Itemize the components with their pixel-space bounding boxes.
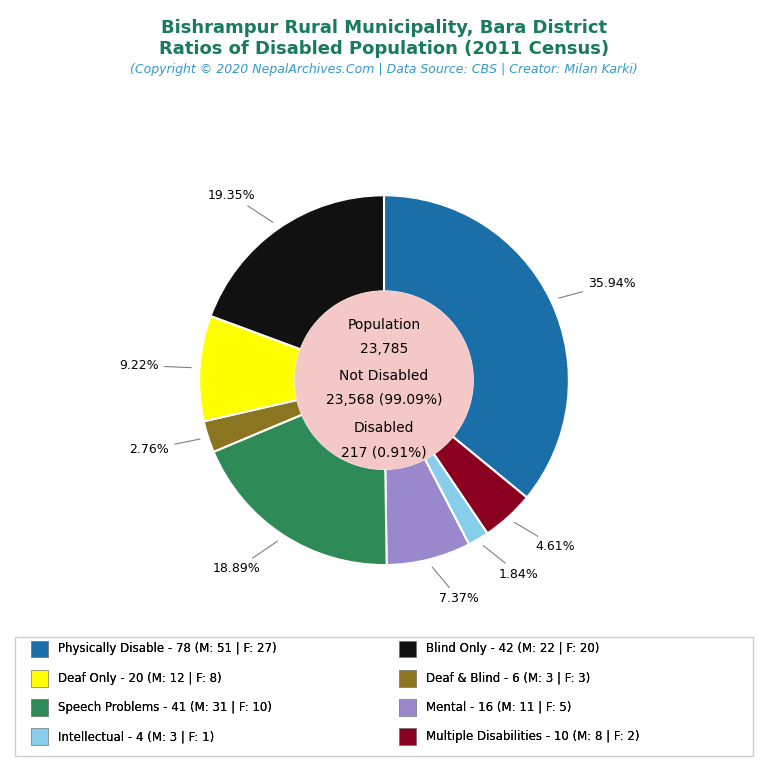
Text: 9.22%: 9.22%: [119, 359, 191, 372]
Text: 23,785: 23,785: [360, 342, 408, 356]
Text: Blind Only - 42 (M: 22 | F: 20): Blind Only - 42 (M: 22 | F: 20): [426, 643, 600, 655]
Text: 23,568 (99.09%): 23,568 (99.09%): [326, 393, 442, 408]
Text: Disabled: Disabled: [354, 421, 414, 435]
Wedge shape: [199, 316, 301, 422]
Text: Blind Only - 42 (M: 22 | F: 20): Blind Only - 42 (M: 22 | F: 20): [426, 643, 600, 655]
Text: Bishrampur Rural Municipality, Bara District: Bishrampur Rural Municipality, Bara Dist…: [161, 19, 607, 37]
Text: 19.35%: 19.35%: [207, 188, 273, 222]
Text: Intellectual - 4 (M: 3 | F: 1): Intellectual - 4 (M: 3 | F: 1): [58, 730, 214, 743]
Text: 1.84%: 1.84%: [483, 545, 539, 581]
Text: Speech Problems - 41 (M: 31 | F: 10): Speech Problems - 41 (M: 31 | F: 10): [58, 701, 271, 713]
Text: Mental - 16 (M: 11 | F: 5): Mental - 16 (M: 11 | F: 5): [426, 701, 571, 713]
Text: 2.76%: 2.76%: [130, 439, 200, 455]
Wedge shape: [384, 195, 569, 498]
Text: 18.89%: 18.89%: [213, 541, 277, 575]
Text: 4.61%: 4.61%: [515, 522, 575, 554]
Wedge shape: [204, 400, 302, 452]
Text: Physically Disable - 78 (M: 51 | F: 27): Physically Disable - 78 (M: 51 | F: 27): [58, 643, 276, 655]
Text: Deaf Only - 20 (M: 12 | F: 8): Deaf Only - 20 (M: 12 | F: 8): [58, 672, 221, 684]
Text: Deaf & Blind - 6 (M: 3 | F: 3): Deaf & Blind - 6 (M: 3 | F: 3): [426, 672, 591, 684]
Circle shape: [295, 291, 473, 469]
Text: Mental - 16 (M: 11 | F: 5): Mental - 16 (M: 11 | F: 5): [426, 701, 571, 713]
Text: Multiple Disabilities - 10 (M: 8 | F: 2): Multiple Disabilities - 10 (M: 8 | F: 2): [426, 730, 640, 743]
Wedge shape: [386, 459, 469, 565]
Text: Deaf & Blind - 6 (M: 3 | F: 3): Deaf & Blind - 6 (M: 3 | F: 3): [426, 672, 591, 684]
Text: 7.37%: 7.37%: [432, 567, 478, 605]
Text: Population: Population: [347, 318, 421, 332]
Wedge shape: [214, 415, 386, 565]
Text: Physically Disable - 78 (M: 51 | F: 27): Physically Disable - 78 (M: 51 | F: 27): [58, 643, 276, 655]
Text: Ratios of Disabled Population (2011 Census): Ratios of Disabled Population (2011 Cens…: [159, 40, 609, 58]
Text: Deaf Only - 20 (M: 12 | F: 8): Deaf Only - 20 (M: 12 | F: 8): [58, 672, 221, 684]
Text: Not Disabled: Not Disabled: [339, 369, 429, 383]
Wedge shape: [425, 454, 488, 545]
Text: Intellectual - 4 (M: 3 | F: 1): Intellectual - 4 (M: 3 | F: 1): [58, 730, 214, 743]
Text: (Copyright © 2020 NepalArchives.Com | Data Source: CBS | Creator: Milan Karki): (Copyright © 2020 NepalArchives.Com | Da…: [130, 63, 638, 76]
Wedge shape: [210, 195, 384, 349]
Text: Multiple Disabilities - 10 (M: 8 | F: 2): Multiple Disabilities - 10 (M: 8 | F: 2): [426, 730, 640, 743]
Text: 35.94%: 35.94%: [559, 277, 636, 298]
Text: Speech Problems - 41 (M: 31 | F: 10): Speech Problems - 41 (M: 31 | F: 10): [58, 701, 271, 713]
Text: 217 (0.91%): 217 (0.91%): [341, 445, 427, 459]
Wedge shape: [434, 436, 527, 534]
